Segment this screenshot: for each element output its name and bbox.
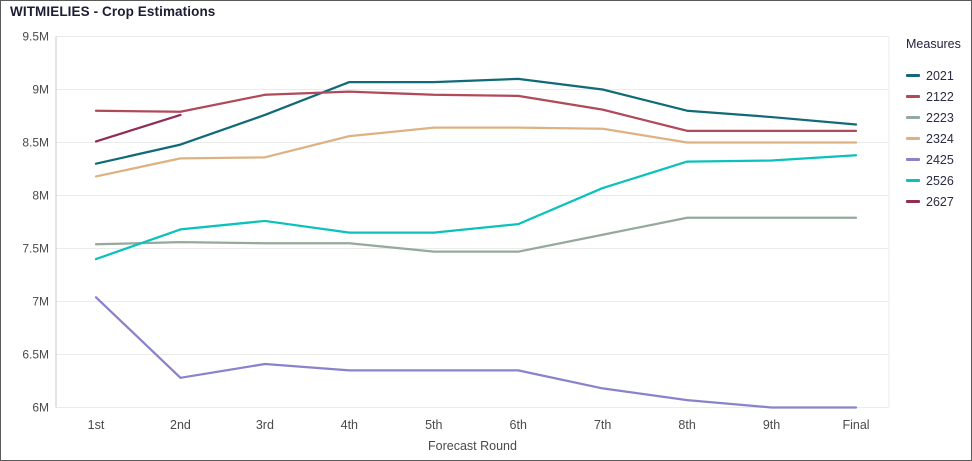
legend-item-2425[interactable]: 2425 [899, 149, 971, 170]
x-tick-label: Final [842, 418, 869, 432]
x-tick-label: 8th [678, 418, 695, 432]
legend: Measures 2021 2122 2223 2324 2425 2526 2627 [899, 37, 971, 212]
x-tick-label: 2nd [170, 418, 191, 432]
series-line-2627[interactable] [94, 113, 182, 143]
x-tick-label: 7th [594, 418, 611, 432]
series-line-2526[interactable] [94, 154, 858, 261]
legend-items: 2021 2122 2223 2324 2425 2526 2627 [899, 65, 971, 212]
legend-item-2627[interactable]: 2627 [899, 191, 971, 212]
x-tick-label: 3rd [256, 418, 274, 432]
legend-item-label: 2021 [926, 68, 954, 83]
series-line-2021[interactable] [94, 77, 858, 165]
legend-item-2526[interactable]: 2526 [899, 170, 971, 191]
y-tick-label: 9M [32, 83, 49, 97]
legend-swatch-icon [906, 158, 920, 161]
legend-item-label: 2122 [926, 89, 954, 104]
legend-swatch-icon [906, 200, 920, 203]
legend-swatch-icon [906, 116, 920, 119]
legend-swatch-icon [906, 137, 920, 140]
y-tick-label: 6.5M [22, 348, 49, 362]
legend-item-2324[interactable]: 2324 [899, 128, 971, 149]
legend-item-2021[interactable]: 2021 [899, 65, 971, 86]
x-tick-label: 4th [341, 418, 358, 432]
y-tick-label: 9.5M [22, 30, 49, 44]
series-line-2324[interactable] [94, 126, 858, 178]
y-tick-label: 7.5M [22, 242, 49, 256]
y-tick-label: 8M [32, 189, 49, 203]
legend-item-label: 2223 [926, 110, 954, 125]
legend-item-label: 2324 [926, 131, 954, 146]
legend-swatch-icon [906, 179, 920, 182]
legend-item-label: 2425 [926, 152, 954, 167]
legend-swatch-icon [906, 74, 920, 77]
x-tick-label: 9th [763, 418, 780, 432]
legend-item-2223[interactable]: 2223 [899, 107, 971, 128]
y-tick-label: 7M [32, 295, 49, 309]
series-line-2122[interactable] [94, 90, 858, 132]
y-tick-label: 8.5M [22, 136, 49, 150]
x-tick-label: 6th [510, 418, 527, 432]
legend-title: Measures [906, 37, 961, 51]
chart-title: WITMIELIES - Crop Estimations [10, 4, 216, 19]
legend-swatch-icon [906, 95, 920, 98]
series-line-2223[interactable] [94, 216, 858, 253]
x-tick-label: 1st [88, 418, 105, 432]
x-axis-title: Forecast Round [428, 439, 517, 453]
legend-item-2122[interactable]: 2122 [899, 86, 971, 107]
x-tick-label: 5th [425, 418, 442, 432]
legend-item-label: 2526 [926, 173, 954, 188]
legend-item-label: 2627 [926, 194, 954, 209]
y-tick-label: 6M [32, 401, 49, 415]
series-line-2425[interactable] [94, 296, 858, 409]
